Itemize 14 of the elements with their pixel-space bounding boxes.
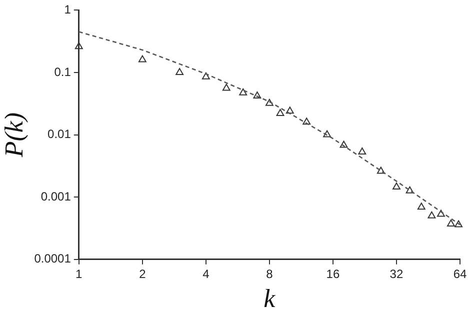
- x-tick-label: 1: [76, 266, 83, 281]
- x-tick-label: 4: [202, 266, 210, 281]
- x-tick-label: 32: [390, 266, 404, 281]
- y-tick-label: 1: [64, 2, 72, 17]
- y-tick-label: 0.1: [54, 64, 72, 79]
- x-tick-label: 8: [266, 266, 274, 281]
- y-tick-label: 0.001: [40, 189, 72, 204]
- x-tick-label: 64: [453, 266, 467, 281]
- x-axis-title: k: [264, 284, 276, 314]
- y-tick-label: 0.0001: [34, 252, 72, 266]
- x-tick-label: 2: [139, 266, 146, 281]
- y-tick-label: 0.01: [48, 127, 72, 142]
- y-axis-title: P(k): [0, 112, 28, 158]
- x-tick-label: 16: [326, 266, 340, 281]
